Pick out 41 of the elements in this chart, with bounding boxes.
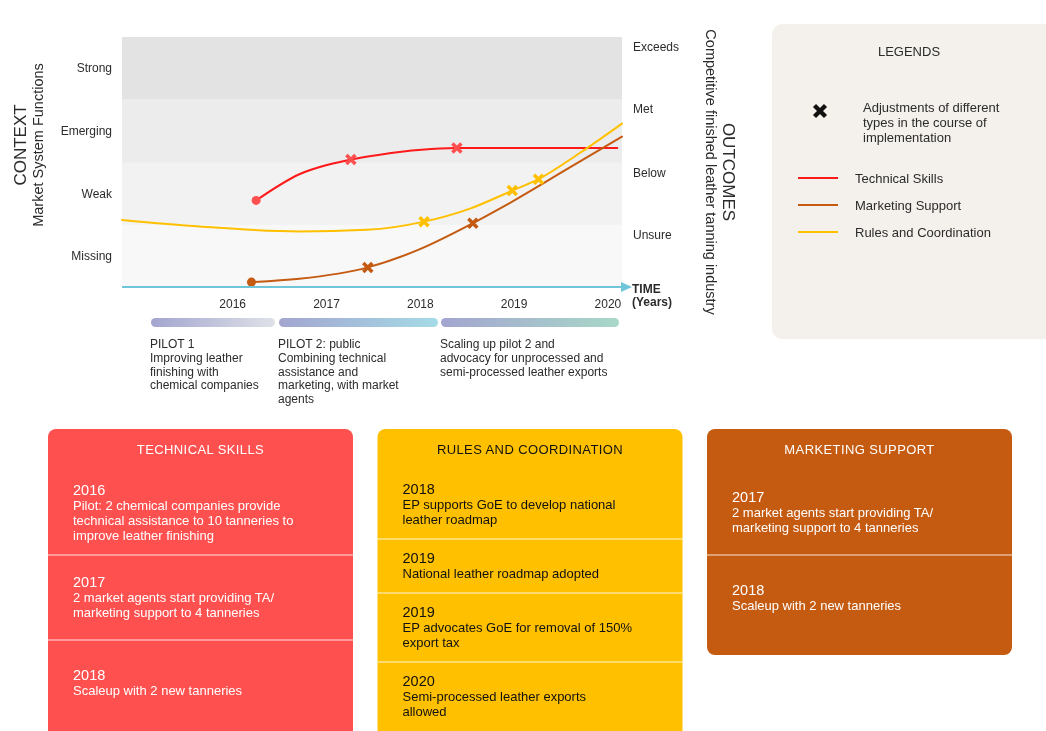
text: 2019 EP advocates GoE for removal of 150% export tax bbox=[402, 604, 633, 651]
legend-label: Technical Skills bbox=[855, 170, 944, 186]
point bbox=[505, 184, 519, 197]
text: Met bbox=[633, 102, 654, 117]
text: 2017 2 market agents start providing TA/ marketing support to 4 tanneries bbox=[732, 489, 934, 536]
point bbox=[251, 195, 261, 205]
text: 2020 Semi-processed leather exports allowed bbox=[402, 673, 587, 720]
legend-label: Rules and Coordination bbox=[855, 224, 991, 240]
x-tick-label: 2016 bbox=[219, 297, 247, 311]
x-tick-label: 2019 bbox=[500, 297, 528, 311]
legend-title: LEGENDS bbox=[877, 44, 941, 59]
x-tick-label: 2017 bbox=[313, 297, 341, 311]
x-tick-label: 2020 bbox=[594, 297, 622, 311]
text: 2018 Scaleup with 2 new tanneries bbox=[732, 581, 902, 613]
x-axis-title: TIME (Years) bbox=[632, 282, 673, 309]
band-label: Missing bbox=[71, 248, 112, 263]
text: PILOT 2: public Combining technical assistance and marketing, with market agents bbox=[278, 337, 400, 407]
point bbox=[532, 172, 545, 186]
band-label: Weak bbox=[81, 186, 113, 201]
text: 2018 Scaleup with 2 new tanneries bbox=[73, 666, 243, 698]
text: Exceeds bbox=[633, 40, 680, 54]
band-label: Emerging bbox=[60, 123, 112, 138]
text: Scaling up pilot 2 and advocacy for unprocessed and semi-processed leather exports bbox=[440, 337, 608, 379]
text: Unsure bbox=[633, 227, 673, 242]
text: PILOT 1 Improving leather finishing with chemical companies bbox=[150, 337, 259, 393]
point bbox=[246, 277, 256, 287]
band-label: Strong bbox=[76, 61, 112, 76]
y2-axis-title: OUTCOMES Competitive finished leather tanning industry bbox=[703, 29, 738, 316]
legend-label: Marketing Support bbox=[855, 197, 962, 213]
text: Below bbox=[633, 165, 667, 180]
text: RULES AND COORDINATION bbox=[436, 442, 624, 457]
text: MARKETING SUPPORT bbox=[784, 442, 935, 457]
text: 2017 2 market agents start providing TA/ marketing support to 4 tanneries bbox=[73, 574, 275, 621]
text: 2016 Pilot: 2 chemical companies provide technical assistance to 10 tanneries to improve leather finishing bbox=[73, 481, 294, 543]
text: Adjustments of different types in the course of implementation bbox=[863, 99, 1000, 145]
x-tick-label: 2018 bbox=[406, 297, 434, 311]
y-axis-title: CONTEXT Market System Functions bbox=[11, 63, 46, 227]
text: 2018 EP supports GoE to develop national leather roadmap bbox=[402, 481, 616, 528]
point bbox=[417, 215, 431, 228]
text: TECHNICAL SKILLS bbox=[136, 442, 265, 457]
text: 2019 National leather roadmap adopted bbox=[402, 550, 600, 582]
